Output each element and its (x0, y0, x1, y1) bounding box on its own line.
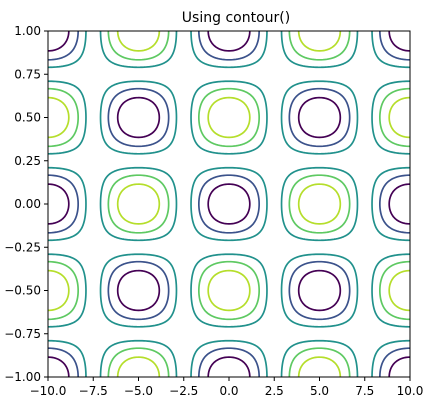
y-axis: 1.00 0.75 0.50 0.25 0.00 −0.25 −0.50 −0.75 −1.00 (4, 24, 48, 384)
contour-level-5 (48, 31, 410, 377)
contour-level-0 (48, 31, 410, 377)
contour-level-2 (48, 31, 410, 377)
x-axis: −10.0 −7.5 −5.0 −2.5 0.0 2.5 5.0 7.5 10.0 (30, 377, 424, 398)
y-tick-label: 0.00 (14, 197, 41, 211)
contour-level-3 (48, 31, 410, 377)
y-tick-label: 0.50 (14, 111, 41, 125)
x-tick-label: −10.0 (30, 384, 67, 398)
x-tick-label: 2.5 (265, 384, 284, 398)
x-tick-label: 0.0 (219, 384, 238, 398)
y-tick-label: 0.25 (14, 154, 41, 168)
contour-level-4 (48, 31, 410, 377)
y-tick-label: −0.25 (4, 240, 41, 254)
y-tick-label: −0.50 (4, 284, 41, 298)
x-tick-label: 10.0 (397, 384, 424, 398)
chart-title: Using contour() (182, 10, 290, 26)
x-tick-label: 5.0 (310, 384, 329, 398)
contour-lines (48, 31, 410, 377)
x-tick-label: −5.0 (124, 384, 153, 398)
y-tick-label: −0.75 (4, 327, 41, 341)
x-tick-label: −2.5 (169, 384, 198, 398)
y-tick-label: 0.75 (14, 67, 41, 81)
y-tick-label: −1.00 (4, 370, 41, 384)
x-tick-label: −7.5 (79, 384, 108, 398)
x-tick-label: 7.5 (355, 384, 374, 398)
contour-level-1 (48, 31, 410, 377)
y-tick-label: 1.00 (14, 24, 41, 38)
